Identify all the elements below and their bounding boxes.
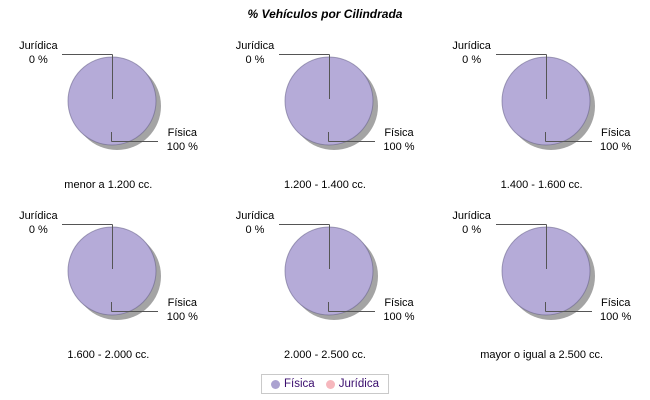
legend-label-fisica: Física bbox=[284, 378, 315, 390]
pie-graphic bbox=[62, 54, 162, 150]
pie-chart-grid: Jurídica 0 % Física 100 % menor a 1.200 … bbox=[0, 30, 650, 370]
juridica-callout-label: Jurídica 0 % bbox=[229, 209, 281, 237]
fisica-callout-label: Física 100 % bbox=[595, 296, 637, 324]
page-title: % Vehículos por Cilindrada bbox=[247, 7, 403, 21]
juridica-label: Jurídica bbox=[452, 40, 491, 52]
legend: Física Jurídica bbox=[261, 374, 389, 394]
pie-chart-cell: Jurídica 0 % Física 100 % 1.400 - 1.600 … bbox=[434, 30, 650, 200]
fisica-value: 100 % bbox=[166, 311, 198, 323]
juridica-value: 0 % bbox=[462, 54, 482, 66]
juridica-label: Jurídica bbox=[235, 210, 275, 222]
juridica-callout-label: Jurídica 0 % bbox=[229, 39, 281, 67]
juridica-label: Jurídica bbox=[19, 40, 58, 52]
fisica-legend-dot-icon bbox=[271, 379, 281, 389]
juridica-value: 0 % bbox=[245, 54, 265, 66]
fisica-callout-label: Física 100 % bbox=[378, 296, 420, 324]
pie-chart-cell: Jurídica 0 % Física 100 % mayor o igual … bbox=[434, 200, 650, 370]
legend-item-juridica: Jurídica bbox=[325, 378, 379, 390]
juridica-callout-label: Jurídica 0 % bbox=[446, 209, 498, 237]
pie-caption: 2.000 - 2.500 cc. bbox=[284, 349, 366, 361]
juridica-value: 0 % bbox=[462, 224, 482, 236]
pie-chart-cell: Jurídica 0 % Física 100 % 1.200 - 1.400 … bbox=[217, 30, 433, 200]
pie-chart-cell: Jurídica 0 % Física 100 % 1.600 - 2.000 … bbox=[0, 200, 216, 370]
fisica-value: 100 % bbox=[383, 311, 415, 323]
juridica-callout-label: Jurídica 0 % bbox=[12, 209, 64, 237]
fisica-label: Física bbox=[600, 297, 631, 309]
fisica-callout-label: Física 100 % bbox=[595, 126, 637, 154]
fisica-value: 100 % bbox=[383, 141, 415, 153]
fisica-callout-label: Física 100 % bbox=[161, 126, 203, 154]
pie-graphic bbox=[495, 224, 595, 320]
juridica-label: Jurídica bbox=[452, 210, 491, 222]
pie-chart-cell: Jurídica 0 % Física 100 % menor a 1.200 … bbox=[0, 30, 216, 200]
pie-caption: 1.600 - 2.000 cc. bbox=[67, 349, 150, 361]
fisica-value: 100 % bbox=[600, 141, 632, 153]
juridica-label: Jurídica bbox=[235, 40, 275, 52]
fisica-value: 100 % bbox=[166, 141, 198, 153]
fisica-label: Física bbox=[167, 297, 197, 309]
fisica-callout-label: Física 100 % bbox=[378, 126, 420, 154]
fisica-callout-label: Física 100 % bbox=[161, 296, 203, 324]
fisica-value: 100 % bbox=[600, 311, 632, 323]
pie-graphic bbox=[278, 224, 378, 320]
juridica-callout-label: Jurídica 0 % bbox=[12, 39, 64, 67]
pie-caption: 1.200 - 1.400 cc. bbox=[284, 179, 366, 191]
legend-label-juridica: Jurídica bbox=[338, 378, 379, 390]
legend-item-fisica: Física bbox=[271, 378, 315, 390]
juridica-value: 0 % bbox=[28, 54, 48, 66]
pie-caption: mayor o igual a 2.500 cc. bbox=[480, 349, 604, 361]
juridica-label: Jurídica bbox=[19, 210, 58, 222]
juridica-callout-label: Jurídica 0 % bbox=[446, 39, 498, 67]
juridica-value: 0 % bbox=[245, 224, 265, 236]
pie-chart-cell: Jurídica 0 % Física 100 % 2.000 - 2.500 … bbox=[217, 200, 433, 370]
fisica-label: Física bbox=[167, 127, 197, 139]
pie-graphic bbox=[278, 54, 378, 150]
fisica-label: Física bbox=[384, 297, 414, 309]
juridica-value: 0 % bbox=[28, 224, 48, 236]
fisica-label: Física bbox=[384, 127, 414, 139]
pie-graphic bbox=[62, 224, 162, 320]
pie-caption: menor a 1.200 cc. bbox=[64, 179, 153, 191]
pie-caption: 1.400 - 1.600 cc. bbox=[500, 179, 583, 191]
fisica-label: Física bbox=[600, 127, 631, 139]
juridica-legend-dot-icon bbox=[325, 379, 335, 389]
pie-graphic bbox=[495, 54, 595, 150]
